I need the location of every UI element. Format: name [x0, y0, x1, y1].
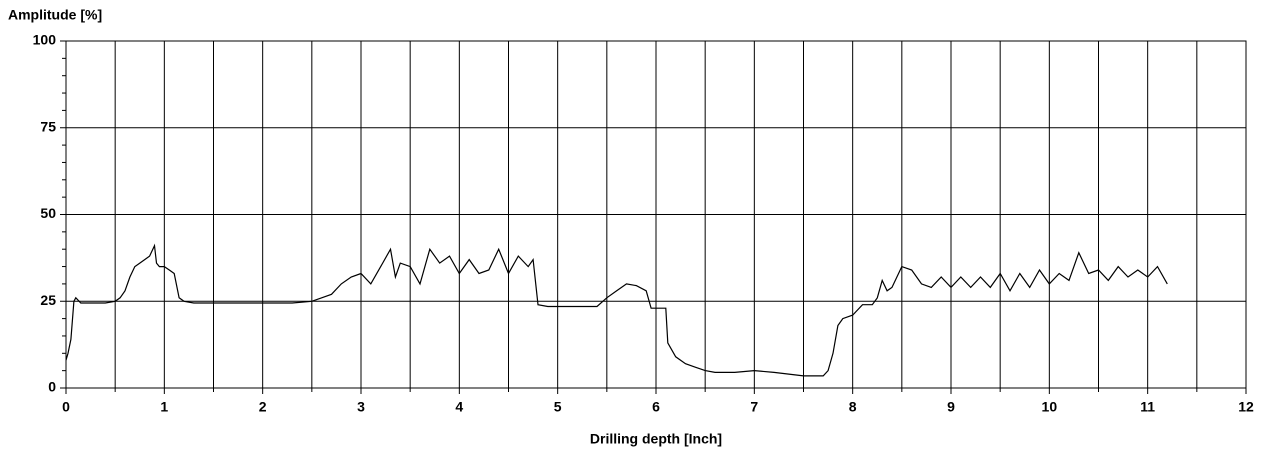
x-tick-label: 3 [357, 399, 365, 415]
x-tick-label: 8 [849, 399, 857, 415]
x-tick-label: 9 [947, 399, 955, 415]
x-tick-label: 0 [62, 399, 70, 415]
y-tick-label: 50 [40, 205, 56, 221]
y-tick-label: 0 [48, 379, 56, 395]
x-tick-label: 5 [554, 399, 562, 415]
x-tick-label: 4 [455, 399, 463, 415]
x-axis-label: Drilling depth [Inch] [590, 431, 722, 447]
x-tick-label: 6 [652, 399, 660, 415]
x-tick-label: 7 [750, 399, 758, 415]
x-tick-label: 10 [1042, 399, 1058, 415]
y-tick-label: 100 [33, 32, 57, 48]
data-line [65, 243, 1168, 377]
x-tick-label: 12 [1238, 399, 1254, 415]
y-tick-label: 25 [40, 292, 56, 308]
x-tick-label: 2 [259, 399, 267, 415]
x-tick-label: 1 [160, 399, 168, 415]
y-tick-label: 75 [40, 118, 56, 134]
x-tick-label: 11 [1140, 399, 1155, 415]
y-axis-label: Amplitude [%] [8, 7, 102, 23]
